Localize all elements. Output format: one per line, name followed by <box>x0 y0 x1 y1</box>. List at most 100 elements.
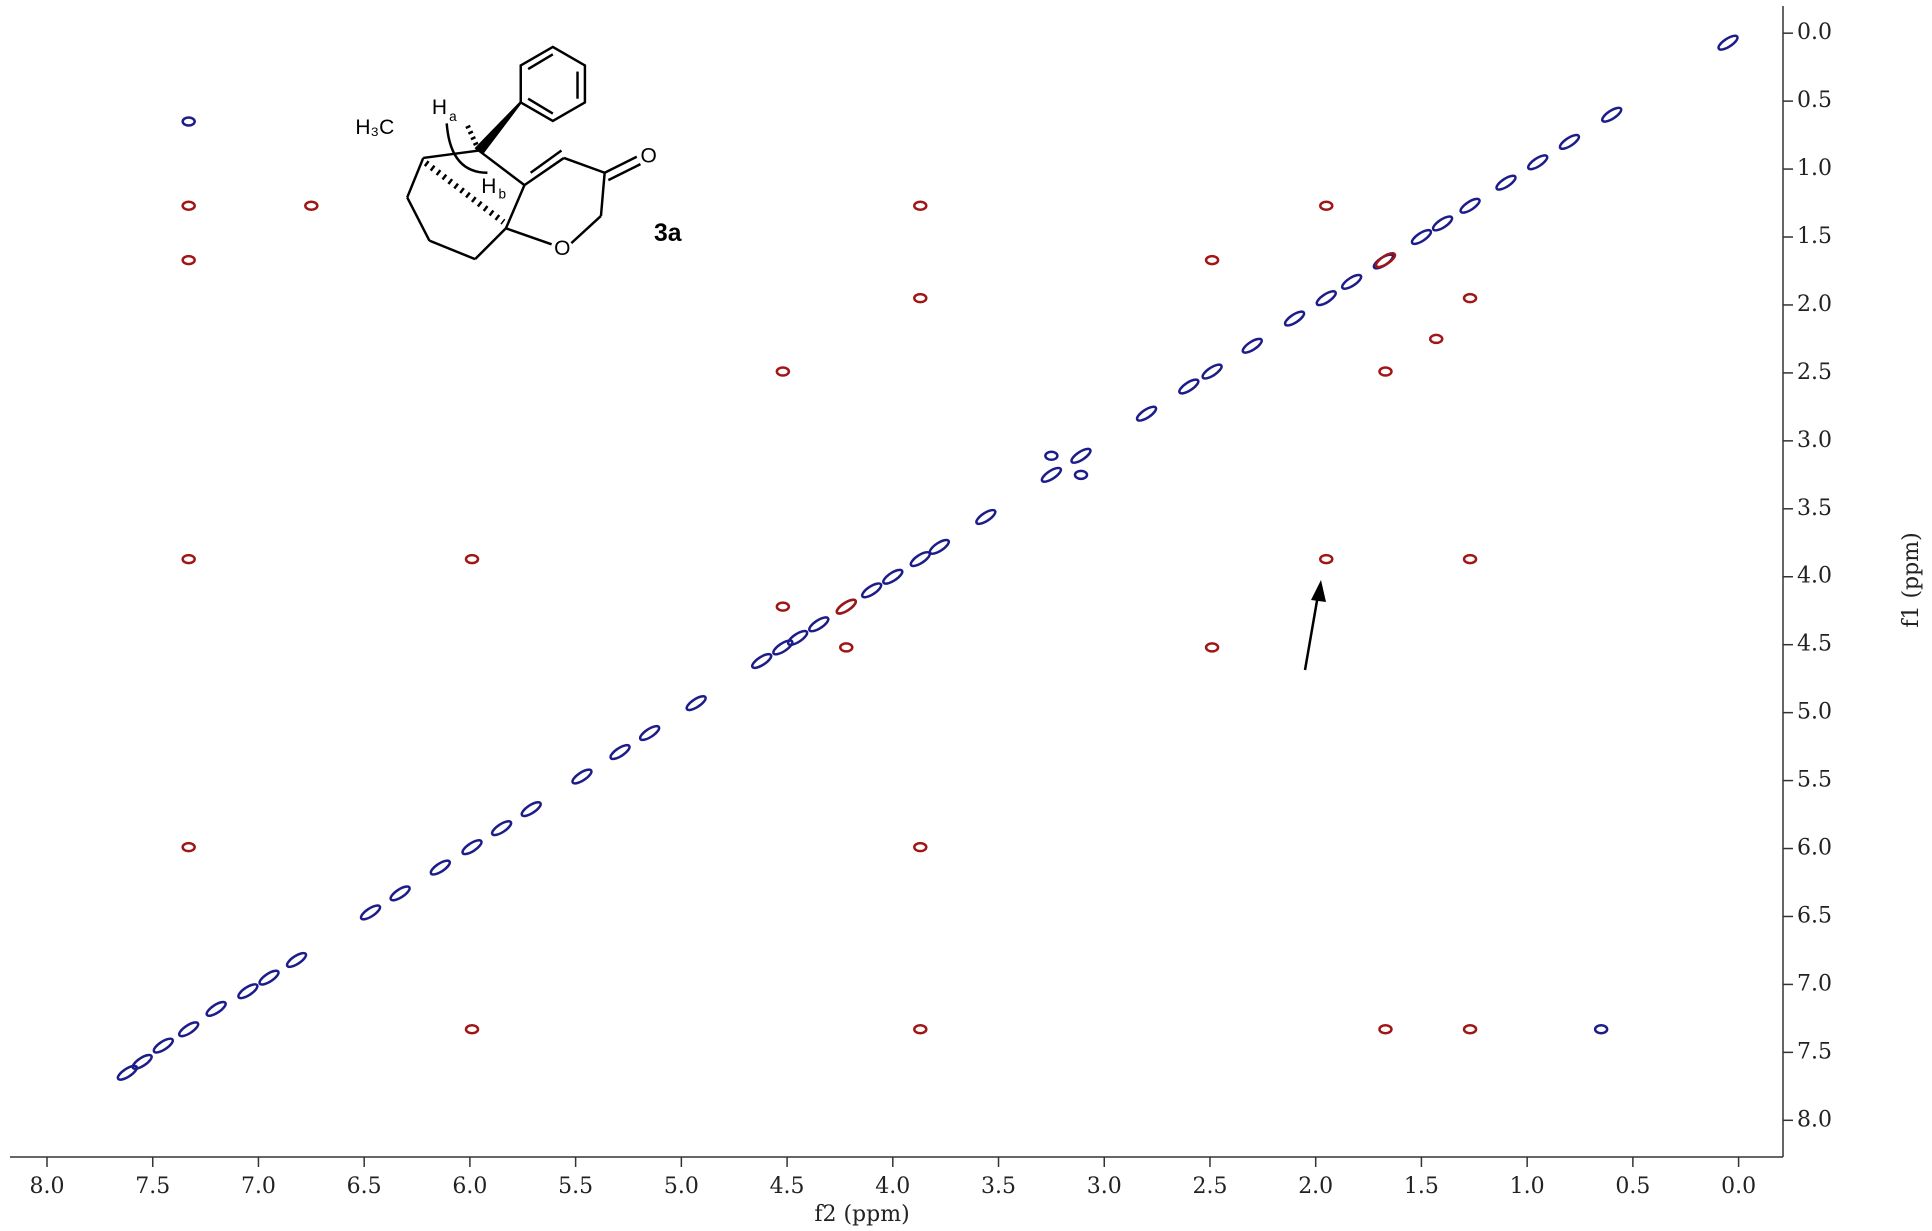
x-tick-label: 5.0 <box>664 1174 699 1199</box>
y-tick-label: 5.5 <box>1797 768 1832 793</box>
peak <box>1201 363 1223 380</box>
bond <box>527 97 554 115</box>
peak <box>913 1024 928 1035</box>
bond <box>570 215 602 245</box>
arrow-head <box>1311 580 1326 602</box>
x-tick-label: 4.5 <box>770 1174 805 1199</box>
peak <box>1600 106 1623 123</box>
peak <box>1241 337 1263 354</box>
peak <box>839 642 854 653</box>
peak <box>638 724 661 742</box>
peak <box>285 951 308 969</box>
peak <box>181 116 196 127</box>
peak <box>181 200 196 212</box>
y-tick-label: 2.5 <box>1797 360 1832 385</box>
peak <box>913 841 928 853</box>
peak <box>1204 254 1220 266</box>
peak <box>152 1037 175 1054</box>
peak <box>1178 378 1200 395</box>
bond <box>527 53 554 71</box>
atom-subscript: a <box>449 109 457 124</box>
x-tick-label: 6.5 <box>347 1174 382 1199</box>
y-tick-label: 5.0 <box>1797 700 1832 725</box>
peak <box>808 616 830 633</box>
atom-label: H <box>432 96 447 119</box>
peak <box>909 550 932 568</box>
peak <box>1410 228 1433 246</box>
y-tick-label: 4.0 <box>1797 564 1832 589</box>
peak <box>685 695 707 712</box>
x-tick-label: 7.0 <box>241 1174 276 1199</box>
atom-label: O <box>554 237 570 260</box>
phenyl-ring <box>519 45 587 123</box>
x-tick-label: 1.0 <box>1510 1174 1545 1199</box>
peak <box>1374 252 1397 269</box>
bond <box>529 149 563 174</box>
y-tick-label: 6.5 <box>1797 903 1832 928</box>
y-tick-label: 7.5 <box>1797 1039 1832 1064</box>
y-tick-label: 3.0 <box>1797 428 1832 453</box>
peak <box>1717 34 1739 51</box>
peak <box>1319 200 1334 212</box>
peak <box>1428 333 1444 345</box>
peak <box>389 885 411 902</box>
peak <box>181 841 196 853</box>
peak <box>1593 1024 1609 1035</box>
peak <box>1044 450 1059 462</box>
peak <box>1315 290 1337 307</box>
peak <box>1495 174 1517 191</box>
peak <box>1378 366 1393 377</box>
y-tick-label: 1.0 <box>1797 156 1832 181</box>
y-tick-label: 0.0 <box>1797 20 1832 45</box>
peak <box>131 1053 153 1070</box>
y-tick-label: 6.0 <box>1797 836 1832 861</box>
peak <box>461 839 483 856</box>
wedge-bond <box>474 101 522 155</box>
peak <box>571 768 593 785</box>
bond <box>406 157 425 198</box>
bond <box>599 172 606 217</box>
arrow-shaft <box>1303 594 1320 671</box>
peak <box>1040 466 1063 483</box>
peak <box>258 969 280 986</box>
x-tick-label: 5.5 <box>558 1174 593 1199</box>
peak <box>116 1064 139 1081</box>
methyl-label: H₃C <box>355 116 394 139</box>
bond <box>474 227 507 261</box>
x-tick-label: 0.0 <box>1721 1174 1756 1199</box>
y-tick-label: 7.0 <box>1797 971 1832 996</box>
y-tick-label: 8.0 <box>1797 1107 1832 1132</box>
peak <box>520 801 542 818</box>
atom-label: O <box>640 144 656 167</box>
y-tick-label: 0.5 <box>1797 88 1832 113</box>
hashed-bond <box>423 160 506 225</box>
annotation-arrow <box>1303 580 1326 671</box>
peak <box>1378 1024 1393 1035</box>
peak <box>304 200 319 212</box>
x-tick-label: 4.0 <box>875 1174 910 1199</box>
bond <box>423 149 479 160</box>
peak <box>1459 197 1481 214</box>
y-tick-label: 3.5 <box>1797 496 1832 521</box>
bond <box>563 156 606 174</box>
x-tick-label: 6.0 <box>452 1174 487 1199</box>
y-tick-label: 4.5 <box>1797 632 1832 657</box>
peak <box>975 508 997 526</box>
bond <box>607 163 641 182</box>
peak <box>835 598 858 615</box>
peak <box>750 652 773 670</box>
peak <box>1340 273 1363 290</box>
peak <box>181 254 196 266</box>
y-axis-label: f1 (ppm) <box>1899 532 1924 627</box>
x-axis-label: f2 (ppm) <box>814 1202 909 1227</box>
bond <box>604 155 638 174</box>
peak <box>1135 405 1158 422</box>
peak <box>786 629 809 647</box>
peak <box>913 292 928 304</box>
noe-arrow <box>445 123 488 174</box>
bond <box>478 149 526 187</box>
peak <box>609 743 631 761</box>
atom-subscript: b <box>499 187 507 202</box>
bond <box>523 156 565 187</box>
